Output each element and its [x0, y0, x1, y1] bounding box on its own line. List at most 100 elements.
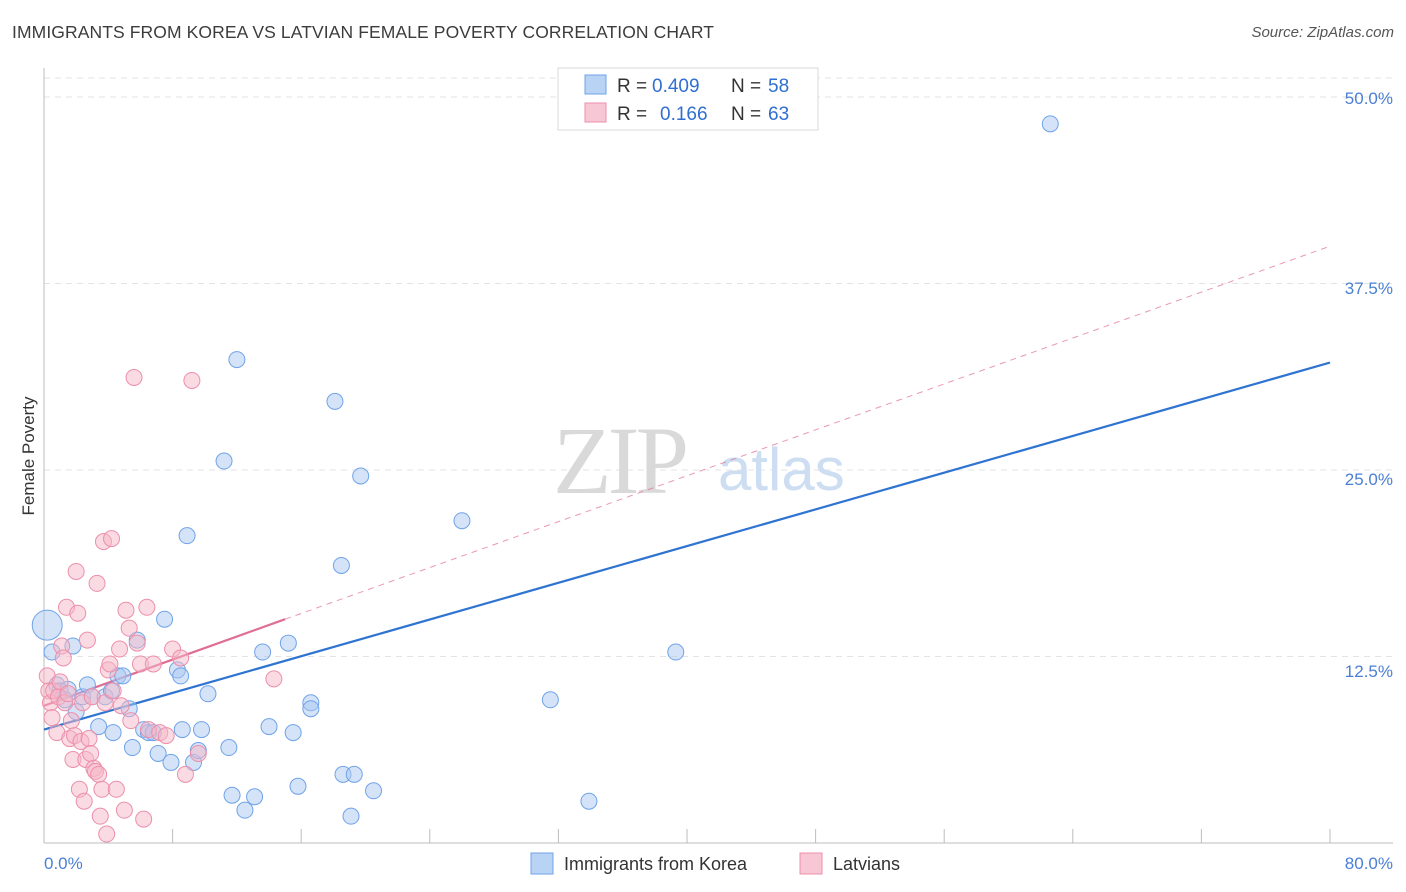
- point-latvians-32: [91, 807, 109, 825]
- legend-n-value-latvians: 63: [768, 104, 789, 125]
- point-latvians-52: [138, 598, 156, 616]
- chart-source: Source: ZipAtlas.com: [1251, 24, 1394, 41]
- point-latvians-42: [111, 640, 129, 658]
- point-latvians-51: [135, 810, 153, 828]
- legend-swatch-korea: [584, 74, 607, 95]
- series-legend: Immigrants from Korea Latvians: [530, 852, 900, 875]
- point-korea-14: [104, 724, 122, 742]
- point-korea-50: [342, 807, 360, 825]
- point-korea-58: [1041, 115, 1059, 133]
- y-tick-label-50: 50.0%: [1345, 89, 1393, 108]
- point-korea-18: [123, 739, 141, 757]
- legend-r-label-korea: R =: [617, 76, 647, 97]
- point-korea-38: [236, 801, 254, 819]
- point-latvians-44: [115, 801, 133, 819]
- point-korea-0: [31, 609, 63, 641]
- legend-n-label-korea: N =: [731, 76, 761, 97]
- point-korea-35: [223, 786, 241, 804]
- legend-swatch-latvians: [584, 102, 607, 123]
- point-korea-54: [453, 512, 471, 530]
- point-korea-34: [220, 739, 238, 757]
- point-latvians-58: [172, 649, 190, 667]
- legend-r-value-latvians: 0.166: [660, 104, 708, 125]
- point-korea-40: [254, 643, 272, 661]
- point-latvians-39: [103, 530, 121, 548]
- point-korea-23: [149, 744, 167, 762]
- trend-lines: [43, 245, 1331, 731]
- point-korea-46: [302, 700, 320, 718]
- point-korea-24: [156, 610, 174, 628]
- point-latvians-61: [189, 744, 207, 762]
- point-latvians-56: [157, 727, 175, 745]
- point-latvians-18: [69, 604, 87, 622]
- point-korea-51: [345, 765, 363, 783]
- point-latvians-24: [78, 631, 96, 649]
- point-korea-44: [289, 777, 307, 795]
- y-axis-title: Female Poverty: [19, 396, 38, 516]
- bottom-legend-label-latvians: Latvians: [833, 854, 900, 874]
- point-latvians-7: [51, 673, 69, 691]
- point-latvians-45: [117, 601, 135, 619]
- point-latvians-38: [101, 655, 119, 673]
- point-latvians-31: [90, 765, 108, 783]
- stats-legend: R = 0.409 N = 58 R = 0.166 N = 63: [557, 67, 819, 131]
- point-latvians-41: [107, 780, 125, 798]
- point-latvians-40: [104, 682, 122, 700]
- point-latvians-48: [125, 368, 143, 386]
- point-korea-33: [199, 685, 217, 703]
- gridlines: [44, 77, 1393, 657]
- point-korea-57: [667, 643, 685, 661]
- point-korea-43: [284, 724, 302, 742]
- point-latvians-62: [265, 670, 283, 688]
- point-korea-41: [260, 718, 278, 736]
- scatter-points: [31, 115, 1059, 843]
- point-latvians-17: [67, 562, 85, 580]
- trend-line-dashed-1: [284, 245, 1331, 620]
- point-latvians-3: [43, 709, 61, 727]
- point-korea-53: [365, 782, 383, 800]
- point-korea-36: [228, 351, 246, 369]
- trend-line-0: [43, 361, 1331, 731]
- point-latvians-60: [183, 371, 201, 389]
- point-korea-56: [580, 792, 598, 810]
- point-latvians-46: [120, 619, 138, 637]
- point-latvians-25: [80, 730, 98, 748]
- point-latvians-36: [98, 825, 116, 843]
- point-korea-37: [215, 452, 233, 470]
- point-latvians-14: [62, 712, 80, 730]
- point-korea-25: [162, 753, 180, 771]
- point-korea-52: [352, 467, 370, 485]
- x-tick-label-max: 80.0%: [1345, 854, 1393, 873]
- bottom-legend-swatch-latvians: [799, 852, 823, 875]
- legend-r-value-korea: 0.409: [652, 76, 700, 97]
- point-korea-27: [172, 667, 190, 685]
- x-tick-label-min: 0.0%: [44, 854, 83, 873]
- point-korea-55: [541, 691, 559, 709]
- point-latvians-35: [96, 694, 114, 712]
- point-korea-32: [193, 721, 211, 739]
- bottom-legend-swatch-korea: [530, 852, 554, 875]
- point-korea-39: [246, 788, 264, 806]
- point-latvians-49: [128, 634, 146, 652]
- point-latvians-54: [144, 655, 162, 673]
- point-latvians-30: [88, 574, 106, 592]
- chart-title: IMMIGRANTS FROM KOREA VS LATVIAN FEMALE …: [12, 22, 715, 42]
- point-latvians-59: [176, 765, 194, 783]
- point-korea-11: [90, 718, 108, 736]
- point-korea-48: [332, 556, 350, 574]
- point-latvians-22: [75, 792, 93, 810]
- point-latvians-33: [93, 780, 111, 798]
- watermark-atlas: atlas: [718, 436, 845, 503]
- y-tick-label-37-5: 37.5%: [1345, 279, 1393, 298]
- legend-n-value-korea: 58: [768, 76, 789, 97]
- watermark-zip: ZIP: [553, 407, 686, 514]
- point-korea-47: [326, 392, 344, 410]
- point-korea-16: [114, 667, 132, 685]
- point-latvians-26: [82, 744, 100, 762]
- point-korea-29: [178, 527, 196, 545]
- point-latvians-43: [112, 697, 130, 715]
- point-latvians-9: [54, 649, 72, 667]
- y-tick-label-12-5: 12.5%: [1345, 662, 1393, 681]
- point-latvians-47: [122, 712, 140, 730]
